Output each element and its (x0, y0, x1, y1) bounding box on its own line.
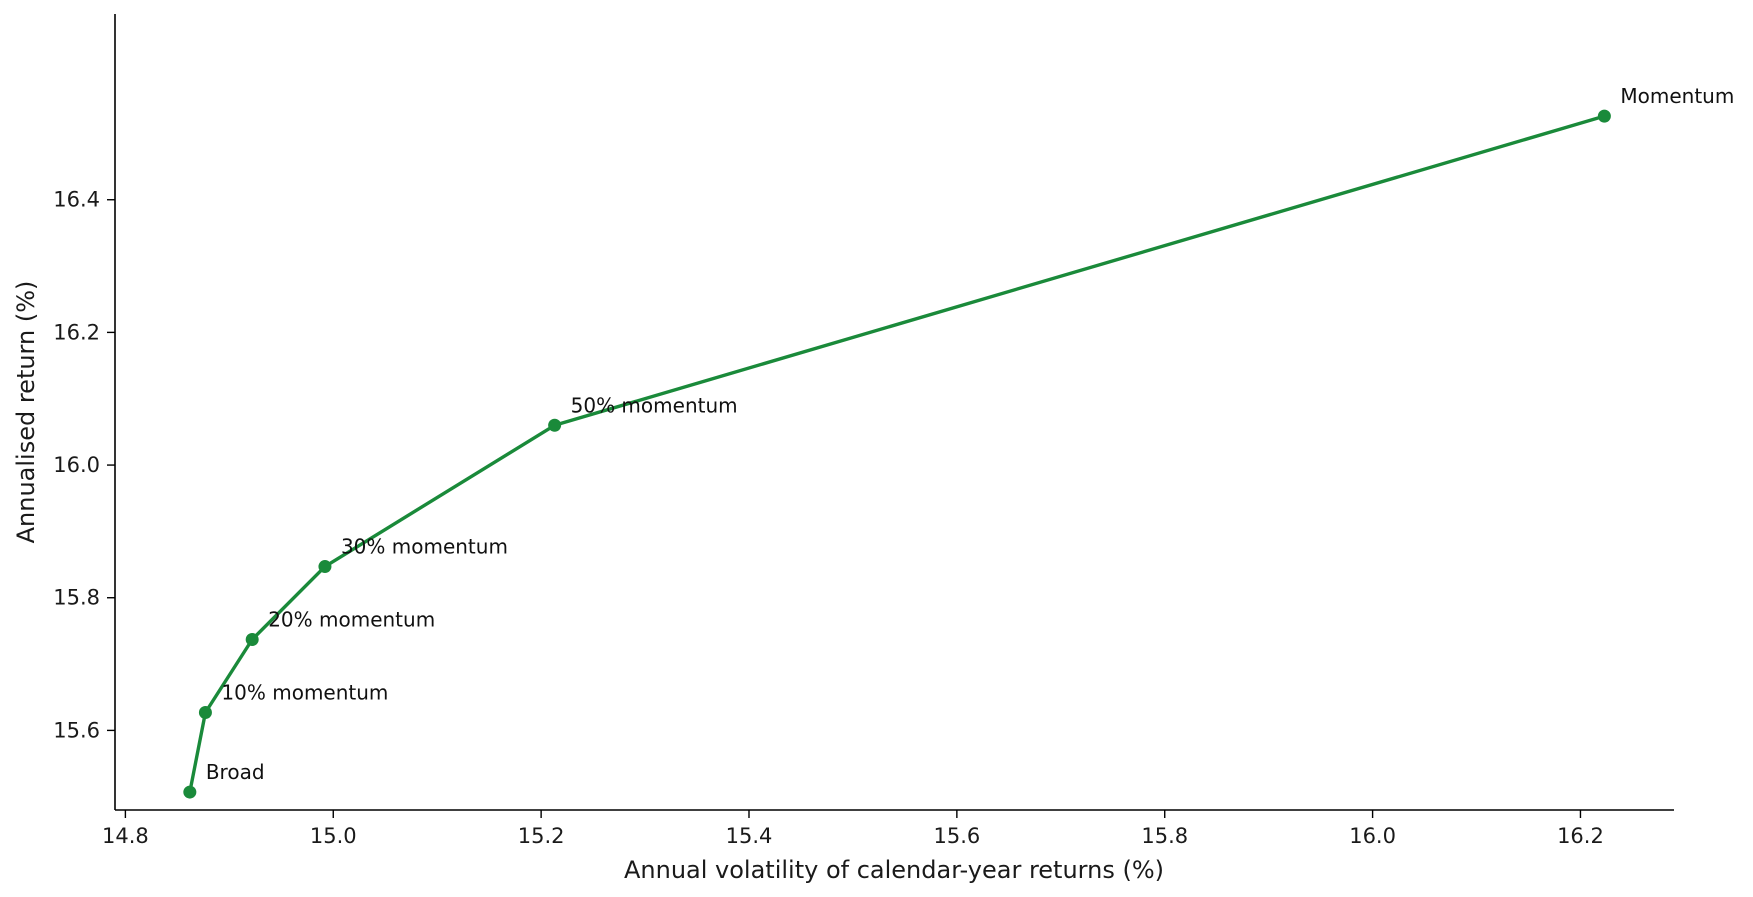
axes (114, 14, 1674, 811)
x-ticks: 14.8 15.0 15.2 15.4 15.6 15.8 16.0 16.2 (102, 810, 1604, 848)
series (183, 109, 1611, 799)
x-tick-label: 15.8 (1141, 824, 1188, 848)
data-point (548, 418, 562, 432)
point-label: Broad (206, 760, 265, 784)
data-point (1597, 109, 1611, 123)
x-axis-label: Annual volatility of calendar-year retur… (624, 856, 1164, 884)
y-ticks: 15.6 15.8 16.0 16.2 16.4 (53, 188, 115, 742)
data-point (318, 560, 332, 574)
y-tick-label: 15.8 (53, 586, 100, 610)
series-line (188, 114, 1607, 794)
y-tick-label: 15.6 (53, 718, 100, 742)
data-point (183, 785, 197, 799)
point-label: Momentum (1620, 84, 1734, 108)
data-point (198, 705, 212, 719)
data-point (245, 633, 259, 647)
point-labels: Broad 10% momentum 20% momentum 30% momentu… (206, 84, 1735, 784)
y-axis-label: Annualised return (%) (12, 281, 40, 544)
x-tick-label: 15.6 (933, 824, 980, 848)
point-label: 50% momentum (571, 393, 738, 417)
y-tick-label: 16.0 (53, 453, 100, 477)
y-tick-label: 16.2 (53, 320, 100, 344)
x-tick-label: 16.0 (1349, 824, 1396, 848)
x-tick-label: 15.4 (726, 824, 773, 848)
x-tick-label: 16.2 (1557, 824, 1604, 848)
x-tick-label: 15.2 (518, 824, 565, 848)
x-tick-label: 14.8 (102, 824, 149, 848)
x-tick-label: 15.0 (310, 824, 357, 848)
y-tick-label: 16.4 (53, 188, 100, 212)
point-label: 10% momentum (221, 680, 388, 704)
point-label: 20% momentum (268, 608, 435, 632)
point-label: 30% momentum (341, 535, 508, 559)
